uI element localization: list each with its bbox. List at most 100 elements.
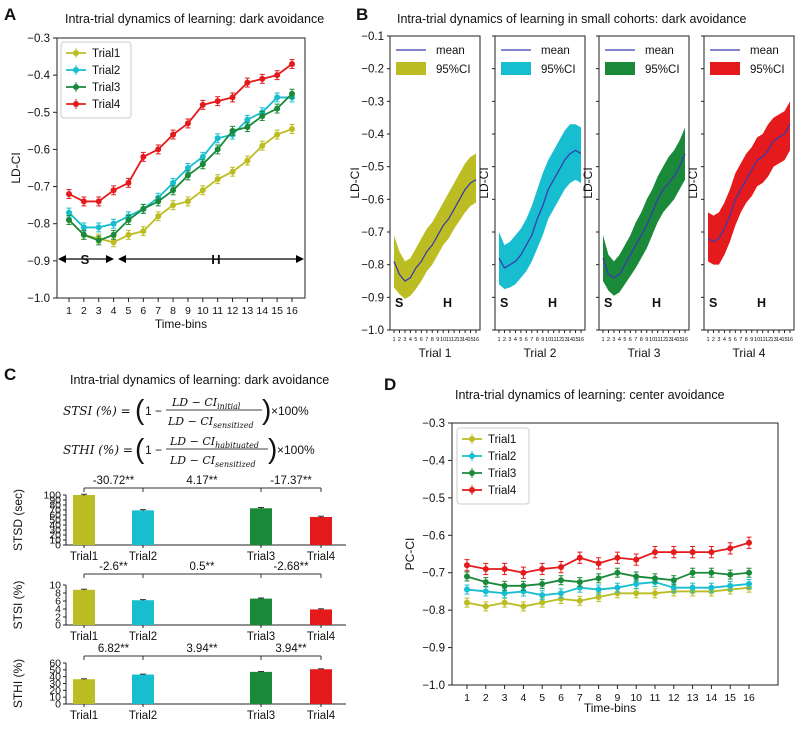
x-tick-label: 9 bbox=[614, 692, 620, 704]
x-tick-label: 4 bbox=[618, 337, 621, 343]
panel-a-series bbox=[66, 59, 295, 248]
x-tick-label: 4 bbox=[409, 337, 412, 343]
legend-frame bbox=[456, 427, 530, 505]
legend-label: Trial2 bbox=[488, 451, 516, 463]
x-tick-label: 15 bbox=[572, 337, 578, 343]
bar bbox=[132, 600, 154, 625]
x-tick-label: 7 bbox=[634, 337, 637, 343]
y-tick-label: 4 bbox=[55, 604, 61, 616]
y-tick-label: −0.2 bbox=[361, 64, 384, 76]
y-tick-label: 40 bbox=[49, 671, 61, 683]
y-tick-label: −0.4 bbox=[422, 455, 445, 467]
panel-d-legend: Trial1 Trial2 Trial3 Trial4 bbox=[456, 427, 530, 505]
h-label: H bbox=[757, 296, 766, 310]
x-tick-label: 15 bbox=[271, 305, 283, 317]
y-tick-label: 100 bbox=[43, 490, 61, 502]
legend-marker bbox=[469, 470, 475, 476]
data-point bbox=[184, 198, 191, 205]
data-point bbox=[155, 146, 162, 153]
x-tick-label: 8 bbox=[170, 305, 176, 317]
x-tick-label: 8 bbox=[745, 337, 748, 343]
legend-label: Trial1 bbox=[92, 48, 120, 60]
data-point bbox=[229, 168, 236, 175]
x-tick-label: 10 bbox=[440, 337, 446, 343]
x-tick-label: 8 bbox=[536, 337, 539, 343]
y-tick-label: −0.6 bbox=[27, 144, 50, 156]
data-point bbox=[689, 569, 696, 576]
x-tick-label: 12 bbox=[668, 692, 680, 704]
data-point bbox=[727, 571, 734, 578]
data-point bbox=[229, 127, 236, 134]
y-axis-label: LD-CI bbox=[686, 167, 700, 198]
data-point bbox=[633, 590, 640, 597]
bar bbox=[73, 589, 95, 625]
bar bbox=[250, 598, 272, 625]
panel-d-y-label: PC-CI bbox=[403, 538, 417, 571]
subplot-frame bbox=[389, 35, 481, 331]
x-tick-label: 15 bbox=[781, 337, 787, 343]
data-point bbox=[95, 237, 102, 244]
data-point bbox=[595, 594, 602, 601]
y-axis-label: STHI (%) bbox=[11, 659, 25, 708]
data-point bbox=[501, 590, 508, 597]
x-tick-label: 14 bbox=[776, 337, 782, 343]
data-point bbox=[80, 231, 87, 238]
x-tick-label: 5 bbox=[728, 337, 731, 343]
comparison-label: -30.72** bbox=[93, 475, 135, 487]
data-point bbox=[244, 124, 251, 131]
data-point bbox=[633, 573, 640, 580]
panel-letter-d: D bbox=[384, 375, 396, 394]
stsi-num-sub: initial bbox=[217, 402, 241, 411]
comparison-label: 4.17** bbox=[186, 475, 218, 487]
comparison-label: 3.94** bbox=[275, 643, 307, 655]
x-tick-label: 6 bbox=[140, 305, 146, 317]
stsi-den-sub: sensitized bbox=[213, 421, 254, 430]
x-tick-label: 7 bbox=[155, 305, 161, 317]
y-tick-label: −0.5 bbox=[27, 107, 50, 119]
x-tick-label: 2 bbox=[483, 692, 489, 704]
x-tick-label: 14 bbox=[256, 305, 268, 317]
x-tick-label: 4 bbox=[520, 692, 526, 704]
data-point bbox=[482, 579, 489, 586]
sthi-numerator: LD − CIhabituated bbox=[169, 435, 259, 450]
s-arrow-right-head bbox=[106, 255, 114, 263]
x-tick-label: 10 bbox=[649, 337, 655, 343]
y-axis-label: LD-CI bbox=[477, 167, 491, 198]
x-tick-label: 11 bbox=[551, 337, 557, 343]
panel-a-phase-arrows: S H bbox=[58, 252, 304, 267]
x-tick-label: 4 bbox=[111, 305, 117, 317]
sthi-den-sub: sensitized bbox=[215, 460, 256, 469]
x-tick-label: 1 bbox=[464, 692, 470, 704]
data-point bbox=[482, 603, 489, 610]
y-tick-label: 6 bbox=[55, 596, 61, 608]
sthi-num-sub: habituated bbox=[215, 441, 259, 450]
x-tick-label: 16 bbox=[682, 337, 688, 343]
x-tick-label: Trial4 bbox=[307, 710, 336, 722]
y-tick-label: −0.9 bbox=[422, 643, 445, 655]
data-point bbox=[689, 549, 696, 556]
panel-a-y-label: LD-CI bbox=[9, 152, 23, 183]
panel-d-series bbox=[464, 536, 752, 612]
sthi-num-main: LD − CI bbox=[169, 435, 216, 448]
y-tick-label: −0.6 bbox=[361, 194, 384, 206]
data-point bbox=[170, 202, 177, 209]
data-point bbox=[274, 72, 281, 79]
legend-ci-label: 95%CI bbox=[750, 64, 785, 76]
x-tick-label: 6 bbox=[734, 337, 737, 343]
data-point bbox=[110, 231, 117, 238]
data-point bbox=[66, 191, 72, 197]
data-point bbox=[501, 582, 508, 589]
y-tick-label: −0.3 bbox=[27, 33, 50, 45]
stsi-num-main: LD − CI bbox=[171, 396, 218, 409]
bar bbox=[132, 674, 154, 704]
x-tick-label: 5 bbox=[414, 337, 417, 343]
subplot-title: Trial 2 bbox=[524, 346, 557, 360]
data-point bbox=[155, 213, 162, 220]
x-tick-label: Trial3 bbox=[247, 631, 275, 643]
data-point bbox=[199, 161, 206, 168]
panel-d-axes-frame bbox=[451, 422, 779, 686]
